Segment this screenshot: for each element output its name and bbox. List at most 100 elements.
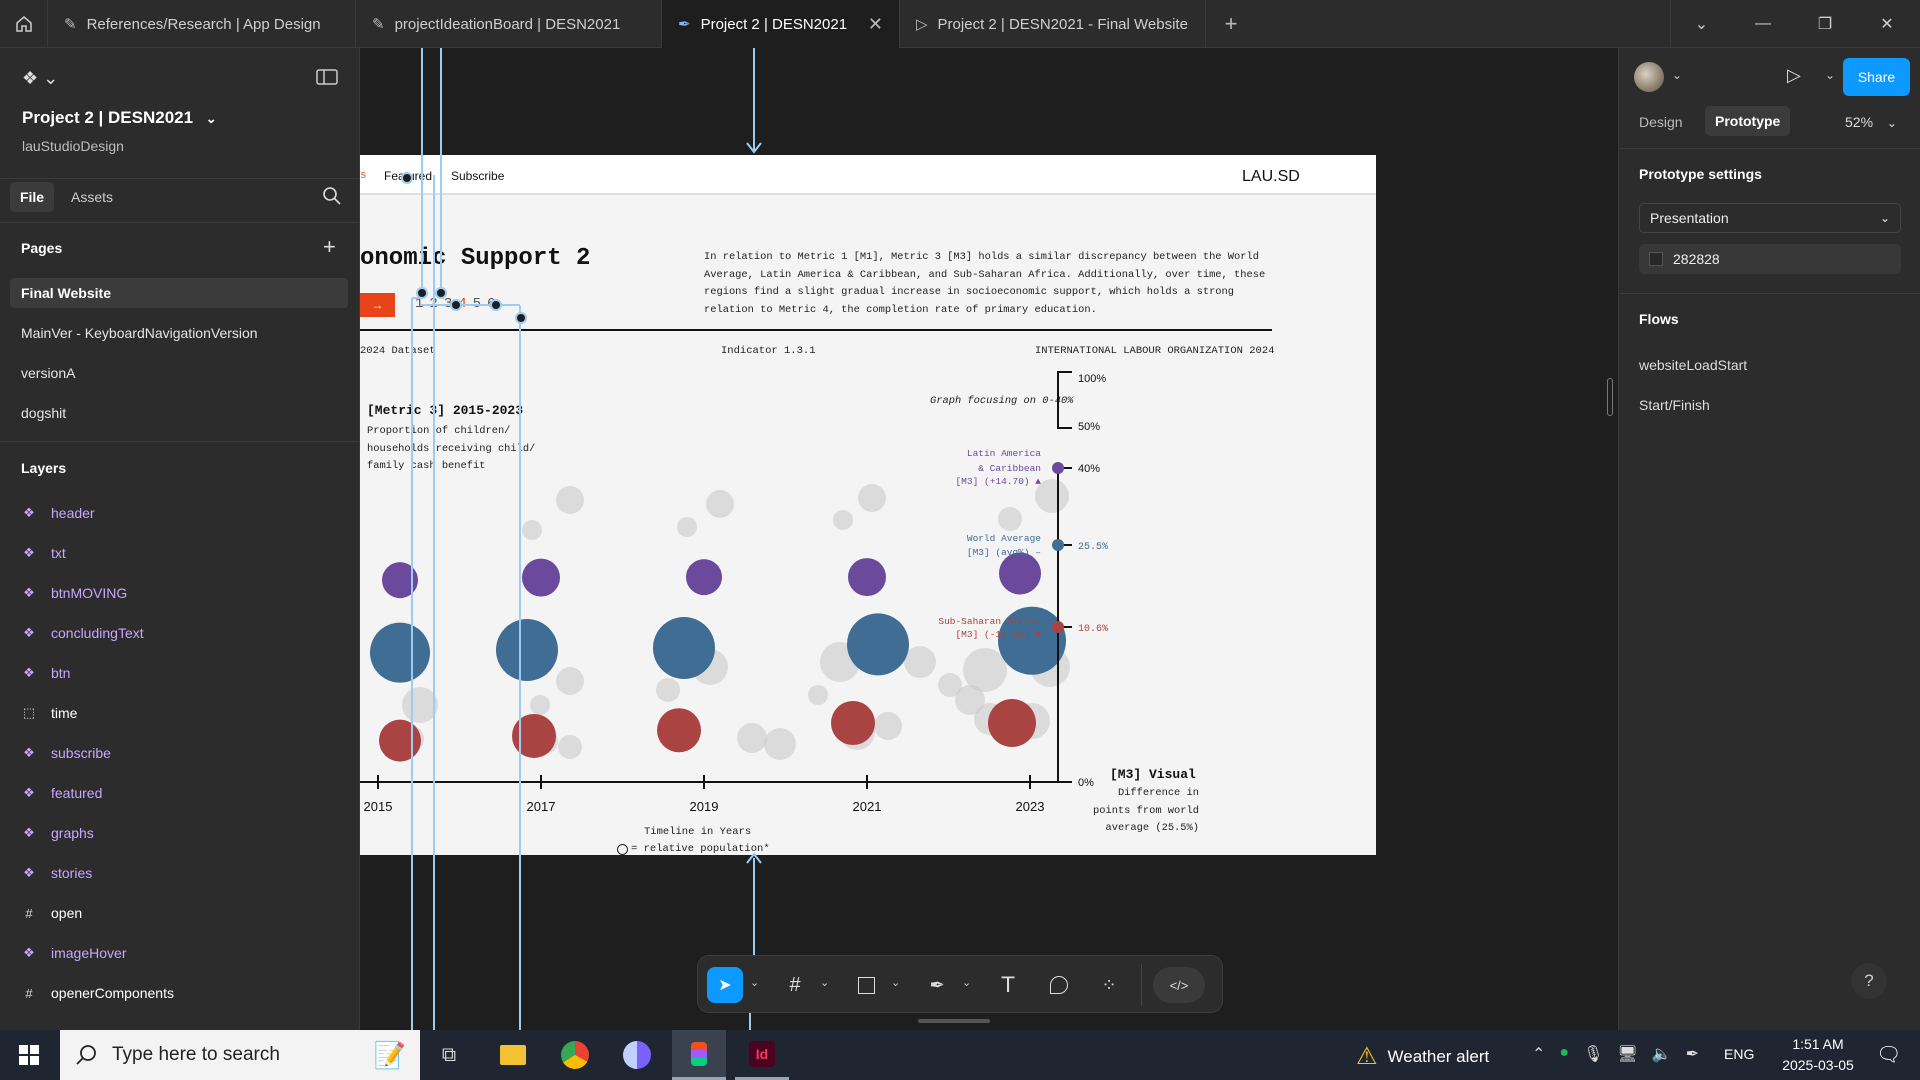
frame-tool-menu[interactable]: ⌄ [820,976,829,989]
network-icon[interactable]: 🖥 [1617,1046,1638,1063]
system-tray: ⌃ ● 🎙 🖥 🔈 ✒ [1532,1044,1699,1064]
share-button[interactable]: Share [1843,58,1910,96]
tab-ideation-board[interactable]: ✎ projectIdeationBoard | DESN2021 [356,0,662,48]
figma-taskbar-button[interactable] [672,1030,726,1080]
page-item-versiona[interactable]: versionA [21,365,76,381]
page-number[interactable]: 1 [415,296,424,312]
nav-link-subscribe[interactable]: Subscribe [451,169,505,183]
design-canvas[interactable]: s Featured Subscribe LAU.SD onomic Suppo… [360,48,1618,1030]
layer-item-concludingtext[interactable]: ❖ concludingText [21,620,143,646]
weather-widget[interactable]: ⚠ Weather alert [1356,1042,1489,1071]
layer-label: btn [51,665,71,681]
close-window-button[interactable]: ✕ [1856,0,1918,48]
frame-tool[interactable]: # [777,967,813,1003]
shape-tool[interactable] [848,967,884,1003]
pen-tool-menu[interactable]: ⌄ [962,976,971,989]
present-button[interactable]: ▷ [1787,65,1801,86]
tab-references[interactable]: ✎ References/Research | App Design [48,0,356,48]
present-menu[interactable]: ⌄ [1825,68,1835,82]
comment-tool[interactable] [1041,967,1077,1003]
language-indicator[interactable]: ENG [1724,1046,1755,1062]
restore-button[interactable]: ❐ [1794,0,1856,48]
new-tab-button[interactable]: + [1206,0,1256,47]
pen-tool[interactable]: ✒ [919,967,955,1003]
volume-icon[interactable]: 🔈 [1651,1046,1672,1063]
population-bubble [558,735,582,759]
nav-link-partial[interactable]: s [360,170,367,182]
layer-item-btnmoving[interactable]: ❖ btnMOVING [21,580,127,606]
project-title[interactable]: Project 2 | DESN2021 ⌄ [22,108,217,128]
notifications-button[interactable]: 🗨 [1876,1042,1901,1067]
layer-item-stories[interactable]: ❖ stories [21,860,92,886]
canvas-scrollbar[interactable] [1607,378,1613,416]
website-frame[interactable]: s Featured Subscribe LAU.SD onomic Suppo… [360,155,1376,855]
layer-item-header[interactable]: ❖ header [21,500,94,526]
source-left: 2024 Dataset [360,345,436,357]
shape-tool-menu[interactable]: ⌄ [891,976,900,989]
layer-item-btn[interactable]: ❖ btn [21,660,70,686]
chrome-button[interactable] [548,1030,602,1080]
layer-item-open[interactable]: # open [21,900,82,926]
legend-label: Sub-Saharan Africa [938,616,1041,627]
sidebar-toggle-button[interactable] [316,68,338,91]
page-item-final-website[interactable]: Final Website [10,278,348,308]
indesign-button[interactable]: Id [735,1030,789,1080]
assets-tab[interactable]: Assets [71,189,114,205]
close-tab-icon[interactable]: ✕ [867,13,883,34]
tab-design[interactable]: Design [1639,114,1683,130]
layer-item-time[interactable]: ⬚ time [21,700,78,726]
taskbar-search[interactable]: Type here to search 📝 [60,1030,420,1080]
layer-item-featured[interactable]: ❖ featured [21,780,102,806]
actions-tool[interactable]: ⁘ [1091,967,1127,1003]
tab-final-website[interactable]: ▷ Project 2 | DESN2021 - Final Website [900,0,1206,48]
minimize-button[interactable]: — [1732,0,1794,48]
move-tool-menu[interactable]: ⌄ [750,976,759,989]
flow-item[interactable]: Start/Finish [1639,397,1710,413]
population-bubble [677,517,697,537]
figma-menu-button[interactable]: ❖ ⌄ [22,68,58,89]
layer-item-graphs[interactable]: ❖ graphs [21,820,94,846]
avatar[interactable] [1634,62,1664,92]
device-select-value: Presentation [1650,210,1729,226]
tab-project-2[interactable]: ✒ Project 2 | DESN2021 ✕ [662,0,900,48]
page-item-dogshit[interactable]: dogshit [21,405,67,421]
help-button[interactable]: ? [1851,963,1887,999]
move-tool[interactable]: ➤ [707,967,743,1003]
moving-button[interactable]: → [360,293,395,317]
color-swatch[interactable] [1649,252,1663,266]
dev-mode-toggle[interactable]: </> [1153,967,1205,1003]
avatar-menu[interactable]: ⌄ [1672,68,1682,82]
population-bubble [530,695,550,715]
layer-item-subscribe[interactable]: ❖ subscribe [21,740,111,766]
background-color-field[interactable]: 282828 [1639,244,1901,274]
population-note: = relative population* [617,843,770,855]
chevron-up-icon[interactable]: ⌃ [1532,1046,1546,1063]
microphone-icon[interactable]: 🎙 [1583,1046,1604,1063]
task-view-button[interactable]: ⧉ [422,1030,476,1080]
file-explorer-button[interactable] [486,1030,540,1080]
search-button[interactable] [322,186,342,211]
page-item-mainver[interactable]: MainVer - KeyboardNavigationVersion [21,325,258,341]
text-tool[interactable]: T [990,967,1026,1003]
file-tab[interactable]: File [10,182,54,212]
chrome-profile-button[interactable] [610,1030,664,1080]
layer-item-imagehover[interactable]: ❖ imageHover [21,940,126,966]
x-tick-label: 2021 [853,799,882,814]
toolbar-handle[interactable] [918,1019,990,1023]
add-page-button[interactable]: + [323,234,336,260]
start-button[interactable] [2,1030,56,1080]
home-button[interactable] [0,0,48,48]
spotify-icon[interactable]: ● [1559,1044,1570,1061]
device-select[interactable]: Presentation ⌄ [1639,203,1901,233]
layer-item-openercomponents[interactable]: # openerComponents [21,980,174,1006]
home-icon [15,16,32,32]
tab-prototype[interactable]: Prototype [1705,106,1791,136]
flow-item[interactable]: websiteLoadStart [1639,357,1748,373]
clock[interactable]: 1:51 AM 2025-03-05 [1770,1034,1866,1076]
pen-settings-icon[interactable]: ✒ [1685,1046,1700,1063]
tab-menu-button[interactable]: ⌄ [1670,0,1732,48]
color-hex-value[interactable]: 282828 [1673,251,1720,267]
hash-frame-icon: # [25,985,33,1001]
zoom-level[interactable]: 52% ⌄ [1845,114,1897,130]
layer-item-txt[interactable]: ❖ txt [21,540,66,566]
